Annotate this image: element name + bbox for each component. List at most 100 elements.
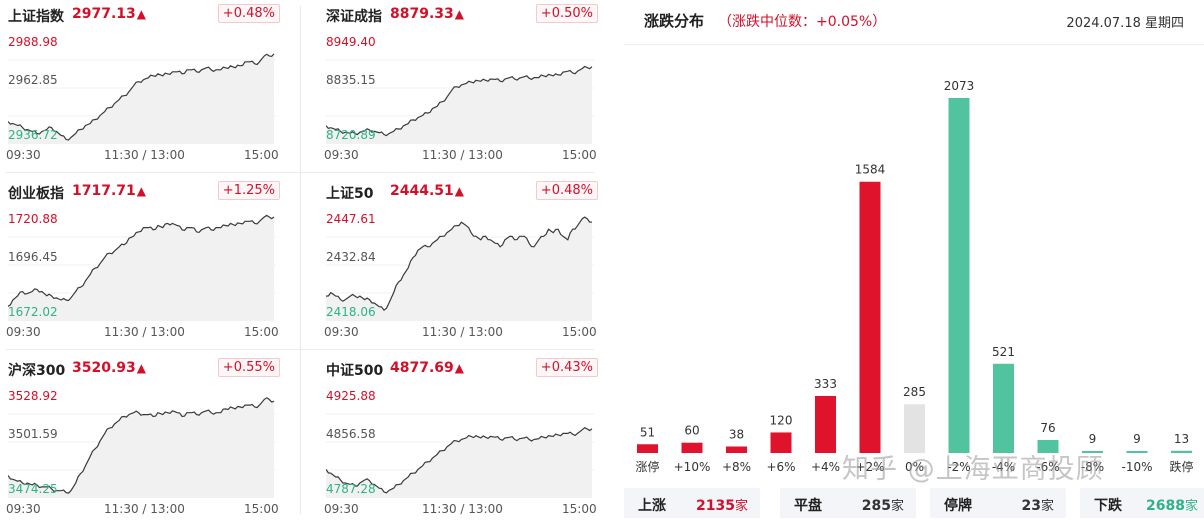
x-label-open: 09:30 [6,325,41,339]
index-name: 深证成指 [326,9,382,25]
dist-category-label: +6% [766,460,795,474]
dist-bar [770,432,792,453]
y-label-high: 2988.98 [8,35,58,49]
dist-bar [948,98,970,453]
price-line [326,216,593,312]
index-panel-sh-composite[interactable]: 上证指数 2977.13▲ +0.48% 2988.98 2962.85 2936.72 0… [0,0,300,175]
y-label-high: 8949.40 [326,35,376,49]
x-label-close: 15:00 [244,325,279,339]
y-label-mid: 2432.84 [326,250,376,264]
summary-value: 23家 [1021,498,1055,514]
intraday-line-svg [8,53,276,144]
index-name: 上证指数 [8,9,64,25]
y-label-high: 4925.88 [326,389,376,403]
dist-bar-value-label: 13 [1174,432,1189,446]
dist-bar [1037,439,1059,453]
x-label-open: 09:30 [324,325,359,339]
x-label-midday: 11:30 / 13:00 [422,502,503,516]
summary-down: 下跌 2688家 [1080,488,1204,518]
dist-bar-value-label: 60 [684,424,699,438]
y-label-high: 1720.88 [8,212,58,226]
dist-category-label: -2% [947,460,970,474]
dist-category-label: 涨停 [635,459,659,474]
dist-bar-value-label: 51 [640,425,655,439]
y-label-mid: 2962.85 [8,73,58,87]
dist-category-label: -4% [992,460,1015,474]
up-arrow-icon: ▲ [454,361,464,375]
dist-bar-value-label: 333 [814,377,837,391]
y-label-high: 2447.61 [326,212,376,226]
index-change-badge: +0.48% [217,4,280,23]
index-panel-csi500[interactable]: 中证500 4877.69▲ +0.43% 4925.88 4856.58 4787.28… [318,354,618,520]
watermark: 知乎 @上海亚商投顾 [842,454,1104,485]
x-label-midday: 11:30 / 13:00 [104,502,185,516]
intraday-chart: 1720.88 1696.45 1672.02 [8,209,278,321]
dist-bar [1082,451,1103,453]
index-change-badge: +0.50% [535,4,598,23]
index-name: 沪深300 [8,363,66,379]
distribution-title: 涨跌分布 [644,12,705,30]
price-area [8,53,274,144]
price-area [8,397,274,498]
price-line [8,53,275,141]
index-panel-csi300[interactable]: 沪深300 3520.93▲ +0.55% 3528.92 3501.59 3474.25… [0,354,300,520]
distribution-summary: 上涨 2135家 平盘 285家 停牌 23家 下跌 2688家 [624,488,1204,520]
summary-label: 上涨 [638,498,666,514]
index-value: 3520.93▲ [72,360,146,376]
summary-up: 上涨 2135家 [624,488,760,518]
dist-category-label: 0% [905,460,924,474]
dist-bar [859,181,881,453]
index-change-badge: +0.43% [535,358,598,377]
index-value: 8879.33▲ [390,6,464,22]
intraday-chart: 8949.40 8835.15 8720.89 [326,32,596,144]
x-label-midday: 11:30 / 13:00 [422,148,503,162]
dist-bar [1126,451,1148,453]
x-label-close: 15:00 [244,502,279,516]
index-panel-sse50[interactable]: 上证50 2444.51▲ +0.48% 2447.61 2432.84 2418.06 0… [318,177,618,352]
summary-value: 2135家 [696,498,748,514]
price-area [326,217,592,321]
x-label-open: 09:30 [324,148,359,162]
x-label-midday: 11:30 / 13:00 [104,325,185,339]
dist-category-label: -8% [1081,460,1104,474]
index-value: 1717.71▲ [72,183,146,199]
intraday-chart: 3528.92 3501.59 3474.25 [8,386,278,498]
x-label-close: 15:00 [562,325,597,339]
y-label-mid: 1696.45 [8,250,58,264]
y-label-low: 1672.02 [8,305,58,319]
dist-category-label: 跌停 [1169,459,1193,474]
distribution-panel: 涨跌分布 （涨跌中位数：+0.05%） 2024.07.18 星期四 51 涨停 6… [624,0,1204,520]
y-label-low: 3474.25 [8,482,58,496]
index-panel-sz-component[interactable]: 深证成指 8879.33▲ +0.50% 8949.40 8835.15 8720.89 0… [318,0,618,175]
intraday-line-svg [326,216,594,321]
y-label-mid: 3501.59 [8,427,58,441]
summary-label: 停牌 [944,498,972,514]
dist-bar-value-label: 285 [903,385,926,399]
y-label-low: 2418.06 [326,305,376,319]
intraday-chart: 2988.98 2962.85 2936.72 [8,32,278,144]
up-arrow-icon: ▲ [136,184,146,198]
index-panels: 上证指数 2977.13▲ +0.48% 2988.98 2962.85 2936.72 0… [0,0,600,520]
intraday-line-svg [8,214,276,321]
summary-flat: 平盘 285家 [780,488,916,518]
dist-bar-value-label: 2073 [944,79,975,93]
summary-label: 平盘 [794,498,822,514]
intraday-line-svg [8,397,276,498]
dist-bar [815,395,836,453]
price-area [326,66,592,144]
x-label-open: 09:30 [324,502,359,516]
up-arrow-icon: ▲ [454,7,464,21]
price-line [8,397,275,494]
summary-value: 285家 [861,498,904,514]
dist-category-label: +2% [855,460,884,474]
title-divider [624,44,1204,45]
dist-category-label: -10% [1121,460,1152,474]
summary-value: 2688家 [1146,498,1198,514]
up-arrow-icon: ▲ [454,184,464,198]
x-label-midday: 11:30 / 13:00 [104,148,185,162]
index-panel-chinext[interactable]: 创业板指 1717.71▲ +1.25% 1720.88 1696.45 1672.02 0… [0,177,300,352]
intraday-line-svg [326,413,594,498]
index-name: 上证50 [326,186,374,202]
index-change-badge: +0.55% [217,358,280,377]
x-label-open: 09:30 [6,148,41,162]
